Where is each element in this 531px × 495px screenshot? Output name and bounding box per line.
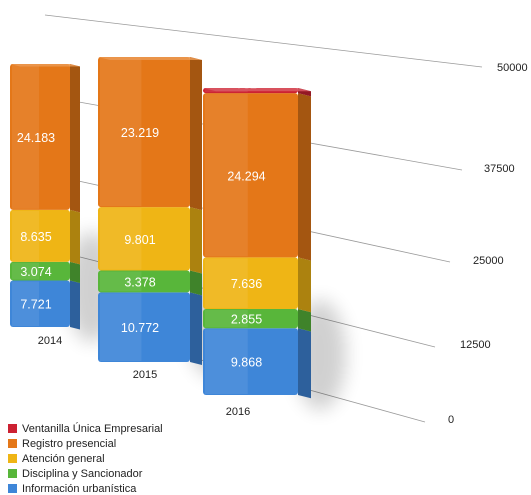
bar-segment-atencion-general-2016: 7.636 bbox=[203, 257, 311, 313]
bar-side-face bbox=[190, 292, 202, 365]
data-label: 10.772 bbox=[121, 321, 159, 335]
legend-label: Ventanilla Única Empresarial bbox=[22, 422, 163, 435]
bar-front-face bbox=[98, 270, 190, 293]
bar-front-face bbox=[98, 292, 190, 362]
data-label: 24.183 bbox=[17, 131, 55, 145]
bar-top-cap bbox=[98, 57, 202, 60]
legend-label: Atención general bbox=[22, 453, 105, 465]
data-label: 7.721 bbox=[20, 298, 51, 312]
category-labels: 2014 2015 2016 bbox=[38, 335, 250, 418]
data-label: 2.855 bbox=[231, 313, 262, 327]
bar-segment-disciplina-y-sancionador-2016: 2.855 bbox=[203, 308, 311, 332]
bar-front-face bbox=[98, 57, 190, 208]
bar-segment-registro-presencial-2015: 23.219 bbox=[98, 57, 202, 211]
bar-highlight bbox=[205, 94, 248, 257]
bar-highlight bbox=[12, 210, 39, 261]
bar-side-face bbox=[298, 328, 311, 399]
bar-highlight bbox=[100, 208, 142, 270]
bar-segment-disciplina-y-sancionador-2014: 3.074 bbox=[10, 261, 80, 283]
data-label: 23.219 bbox=[121, 126, 159, 140]
legend-item-atencion-general: Atención general bbox=[8, 453, 105, 465]
y-tick-label: 25000 bbox=[473, 255, 504, 267]
legend-swatch bbox=[8, 454, 17, 463]
y-tick-label: 0 bbox=[448, 414, 454, 426]
bar-segment-informacion-urbanistica-2015: 10.772 bbox=[98, 292, 202, 365]
legend-swatch bbox=[8, 484, 17, 493]
legend-swatch bbox=[8, 439, 17, 448]
bar-segment-atencion-general-2015: 9.801 bbox=[98, 207, 202, 274]
bar-segment-atencion-general-2014: 8.635 bbox=[10, 209, 80, 265]
data-label: 3.378 bbox=[124, 275, 155, 289]
legend: Ventanilla Única Empresarial Registro pre… bbox=[8, 422, 163, 495]
bar-highlight bbox=[100, 271, 142, 292]
bar-highlight bbox=[100, 58, 142, 207]
legend-label: Información urbanística bbox=[22, 483, 137, 495]
bar-stack-2015: 10.772 3.378 9.801 23.219 bbox=[98, 57, 202, 365]
bar-front-face bbox=[98, 207, 190, 271]
bar-side-face bbox=[298, 257, 311, 313]
bar-segment-registro-presencial-2014: 24.183 bbox=[10, 64, 80, 213]
bar-top-cap bbox=[203, 88, 311, 92]
bar-highlight bbox=[205, 258, 248, 308]
data-label: 8.635 bbox=[20, 230, 51, 244]
bar-side-face bbox=[298, 308, 311, 332]
data-label: 24.294 bbox=[227, 169, 265, 183]
bar-front-face bbox=[203, 308, 298, 329]
data-label: 3.074 bbox=[20, 265, 51, 279]
bar-side-face bbox=[298, 93, 311, 261]
data-label: 9.868 bbox=[231, 356, 262, 370]
bar-side-face bbox=[70, 209, 80, 265]
legend-swatch bbox=[8, 424, 17, 433]
bar-front-face bbox=[203, 257, 298, 309]
bar-highlight bbox=[100, 293, 142, 361]
bar-highlight bbox=[12, 65, 39, 209]
bar-side-face bbox=[70, 64, 80, 213]
category-label-2014: 2014 bbox=[38, 335, 62, 347]
legend-item-disciplina-y-sancionador: Disciplina y Sancionador bbox=[8, 468, 143, 480]
bar-highlight bbox=[12, 262, 39, 280]
bar-front-face bbox=[10, 261, 70, 281]
y-tick-label: 50000 bbox=[497, 62, 528, 74]
data-label: 7.636 bbox=[231, 277, 262, 291]
bar-highlight bbox=[205, 309, 248, 328]
legend-swatch bbox=[8, 469, 17, 478]
y-axis-tick-labels: 0 12500 25000 37500 50000 bbox=[448, 62, 528, 426]
gridline bbox=[44, 14, 483, 68]
bar-top-cap bbox=[10, 64, 80, 67]
bar-front-face bbox=[10, 64, 70, 210]
y-tick-label: 12500 bbox=[460, 339, 491, 351]
category-label-2015: 2015 bbox=[133, 369, 157, 381]
bar-front-face bbox=[203, 93, 298, 258]
legend-item-registro-presencial: Registro presencial bbox=[8, 438, 116, 450]
bar-segment-informacion-urbanistica-2014: 7.721 bbox=[10, 280, 80, 330]
legend-item-informacion-urbanistica: Información urbanística bbox=[8, 483, 137, 495]
bar-segment-disciplina-y-sancionador-2015: 3.378 bbox=[98, 270, 202, 296]
bar-side-face bbox=[70, 280, 80, 330]
y-tick-label: 37500 bbox=[484, 163, 515, 175]
bar-front-face bbox=[203, 328, 298, 395]
bars: 7.721 3.074 8.635 24.183 10.772 3.378 9.801 23.… bbox=[10, 57, 311, 399]
bar-side-face bbox=[70, 261, 80, 283]
bar-side-face bbox=[190, 57, 202, 211]
bar-stack-2014: 7.721 3.074 8.635 24.183 bbox=[10, 64, 80, 330]
bar-front-face bbox=[10, 209, 70, 262]
bar-segment-registro-presencial-2016: 24.294 bbox=[203, 93, 311, 261]
legend-item-ventanilla-unica-empresarial: Ventanilla Única Empresarial bbox=[8, 422, 163, 435]
bar-front-face bbox=[10, 280, 70, 327]
bar-highlight bbox=[205, 329, 248, 394]
legend-label: Disciplina y Sancionador bbox=[22, 468, 143, 480]
bar-side-face bbox=[190, 270, 202, 296]
data-label: 9.801 bbox=[124, 233, 155, 247]
bar-segment-informacion-urbanistica-2016: 9.868 bbox=[203, 328, 311, 399]
legend-label: Registro presencial bbox=[22, 438, 116, 450]
category-label-2016: 2016 bbox=[226, 406, 250, 418]
bar-highlight bbox=[12, 281, 39, 326]
bar-side-face bbox=[190, 207, 202, 274]
